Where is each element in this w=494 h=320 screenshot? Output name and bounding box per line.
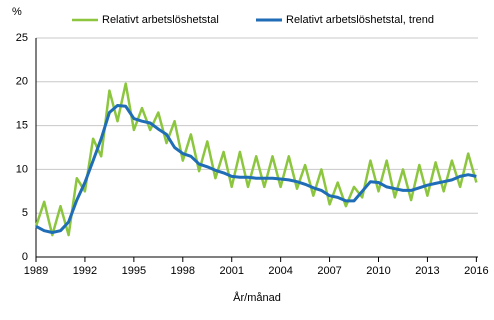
x-tick-label: 2013 — [415, 265, 439, 277]
y-tick-label: 20 — [16, 76, 28, 88]
x-tick-label: 1992 — [73, 265, 97, 277]
y-tick-label: 15 — [16, 120, 28, 132]
x-tick-label: 2016 — [464, 265, 488, 277]
y-tick-label: 5 — [22, 207, 28, 219]
y-tick-label: 10 — [16, 163, 28, 175]
legend-label: Relativt arbetslöshetstal, trend — [286, 14, 434, 26]
x-tick-label: 2007 — [317, 265, 341, 277]
x-tick-label: 1998 — [171, 265, 195, 277]
x-tick-label: 1995 — [122, 265, 146, 277]
x-tick-label: 2001 — [219, 265, 243, 277]
x-tick-label: 2010 — [366, 265, 390, 277]
series-line — [35, 104, 477, 234]
y-axis-label: % — [12, 6, 22, 18]
y-tick-label: 0 — [22, 251, 28, 263]
legend-label: Relativt arbetslöshetstal — [102, 14, 219, 26]
x-tick-label: 1989 — [24, 265, 48, 277]
y-tick-label: 25 — [16, 32, 28, 44]
x-axis-label: År/månad — [233, 291, 281, 304]
series-line — [34, 82, 478, 237]
x-tick-label: 2004 — [268, 265, 292, 277]
